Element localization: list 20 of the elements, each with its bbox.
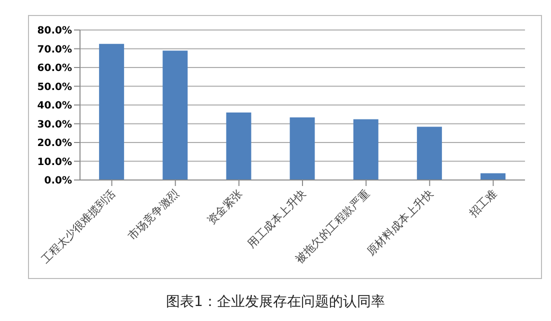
y-tick-label: 20.0%	[37, 138, 72, 150]
bar	[353, 119, 378, 180]
y-tick-label: 60.0%	[37, 63, 72, 74]
x-tick-label: 资金紧张	[204, 186, 246, 228]
y-tick-label: 40.0%	[37, 100, 72, 112]
y-tick-label: 80.0%	[37, 26, 72, 37]
bar	[162, 50, 188, 180]
bar	[416, 126, 442, 180]
y-tick-label: 70.0%	[37, 44, 72, 56]
x-tick-label: 招工难	[466, 186, 500, 220]
text: 图表1：企业发展存在问题的认同率	[165, 293, 386, 311]
x-tick-label: 市场竞争激烈	[126, 186, 182, 243]
y-tick-label: 50.0%	[37, 82, 72, 93]
y-tick-label: 30.0%	[37, 119, 72, 130]
bar	[99, 44, 124, 180]
x-tick-label: 工程太少很难揽到活	[38, 186, 118, 266]
bar	[226, 112, 252, 180]
bar	[290, 117, 315, 180]
y-tick-label: 0.0%	[44, 176, 72, 187]
y-tick-label: 10.0%	[37, 156, 72, 168]
